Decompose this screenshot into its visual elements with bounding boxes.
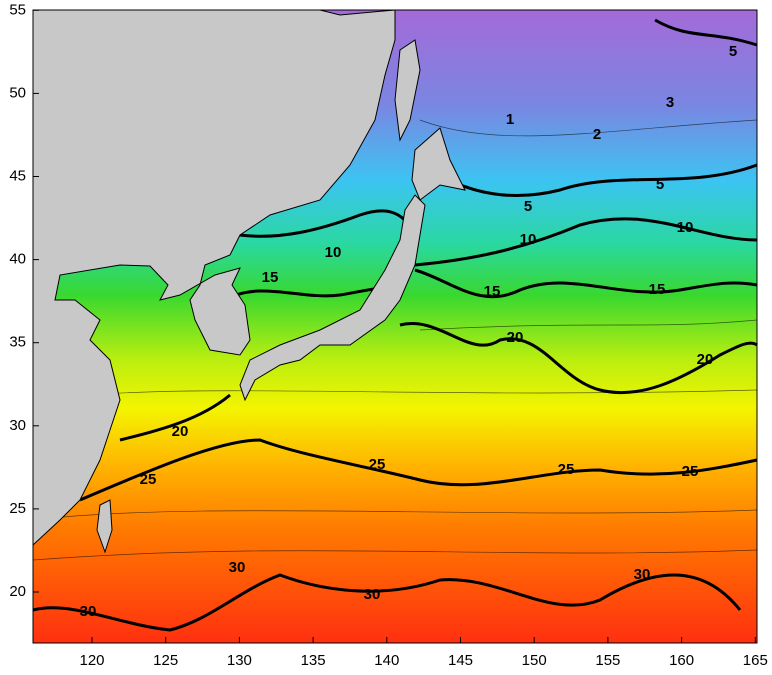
contour-label: 25 — [682, 463, 699, 480]
x-tick-label: 155 — [595, 652, 620, 669]
x-tick-label: 135 — [301, 652, 326, 669]
contour-label: 3 — [666, 94, 674, 111]
isotherms — [32, 18, 758, 632]
x-tick-label: 140 — [374, 652, 399, 669]
y-tick-label: 25 — [9, 500, 26, 517]
japan — [239, 194, 426, 402]
contour-label: 25 — [558, 461, 575, 478]
x-tick-label: 160 — [669, 652, 694, 669]
contour-label: 5 — [729, 43, 737, 60]
contour-label: 30 — [229, 559, 246, 576]
y-tick-label: 30 — [9, 417, 26, 434]
contour-label: 25 — [140, 471, 157, 488]
contour-label: 10 — [520, 231, 537, 248]
y-tick-label: 45 — [9, 167, 26, 184]
continent — [32, 9, 396, 547]
y-tick-label: 55 — [9, 1, 26, 18]
land — [32, 9, 466, 554]
sakhalin — [394, 39, 421, 142]
contour-label: 5 — [656, 176, 664, 193]
y-tick-label: 40 — [9, 251, 26, 268]
contour-label: 15 — [649, 281, 666, 298]
contour-label: 30 — [634, 566, 651, 583]
contour-label: 15 — [484, 283, 501, 300]
contour-label: 1 — [506, 111, 514, 128]
frame — [32, 9, 758, 644]
x-tick-label: 120 — [79, 652, 104, 669]
x-tick-label: 125 — [153, 652, 178, 669]
x-tick-label: 165 — [743, 652, 768, 669]
contour-label: 5 — [524, 198, 532, 215]
x-tick-label: 130 — [227, 652, 252, 669]
contour-label: 20 — [507, 329, 524, 346]
taiwan — [96, 499, 113, 554]
contour-label: 20 — [697, 351, 714, 368]
contour-label: 20 — [172, 423, 189, 440]
contour-label: 25 — [369, 456, 386, 473]
y-tick-label: 20 — [9, 583, 26, 600]
x-tick-label: 145 — [448, 652, 473, 669]
contour-label: 10 — [325, 244, 342, 261]
contour-label: 30 — [80, 603, 97, 620]
x-tick-label: 150 — [522, 652, 547, 669]
y-tick-label: 35 — [9, 334, 26, 351]
hokkaido — [411, 127, 466, 201]
contour-label: 30 — [364, 586, 381, 603]
y-tick-label: 50 — [9, 84, 26, 101]
contour-label: 10 — [677, 219, 694, 236]
contour-label: 15 — [262, 269, 279, 286]
contour-label: 2 — [593, 126, 601, 143]
